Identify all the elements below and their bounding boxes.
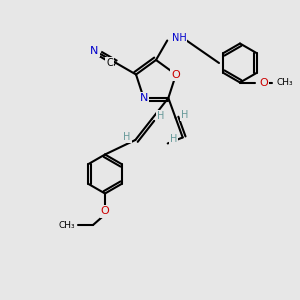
Text: O: O [100,206,109,217]
Text: H: H [157,111,164,121]
Text: C: C [106,58,113,68]
Text: O: O [259,77,268,88]
Text: N: N [140,93,148,103]
Text: N: N [90,46,99,56]
Text: H: H [123,132,130,142]
Text: H: H [170,134,177,144]
Text: CH₃: CH₃ [59,220,76,230]
Text: CH₃: CH₃ [276,78,292,87]
Text: O: O [172,70,180,80]
Text: NH: NH [172,32,187,43]
Text: H: H [181,110,188,120]
